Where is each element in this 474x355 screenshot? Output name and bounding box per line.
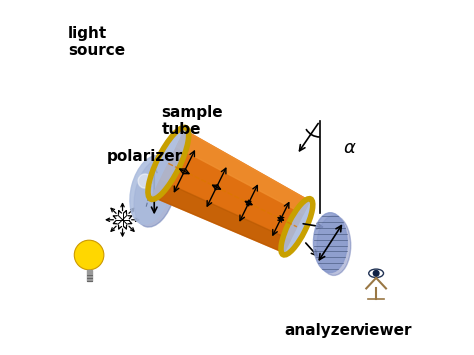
Polygon shape [152,180,291,253]
Ellipse shape [138,174,152,188]
Ellipse shape [134,158,176,227]
Ellipse shape [369,269,383,278]
Circle shape [374,271,379,276]
Text: sample
tube: sample tube [161,105,223,137]
Bar [87,270,91,281]
Polygon shape [176,130,310,214]
Ellipse shape [130,155,172,224]
Text: light
source: light source [68,26,125,59]
Ellipse shape [313,213,347,273]
Text: polarizer: polarizer [107,149,183,164]
Text: $\alpha$: $\alpha$ [343,138,356,157]
Ellipse shape [317,215,351,275]
Text: analyzer: analyzer [284,323,358,338]
Circle shape [74,240,104,270]
Polygon shape [152,130,310,253]
Ellipse shape [282,201,311,253]
Ellipse shape [150,130,187,197]
Text: viewer: viewer [355,323,412,338]
